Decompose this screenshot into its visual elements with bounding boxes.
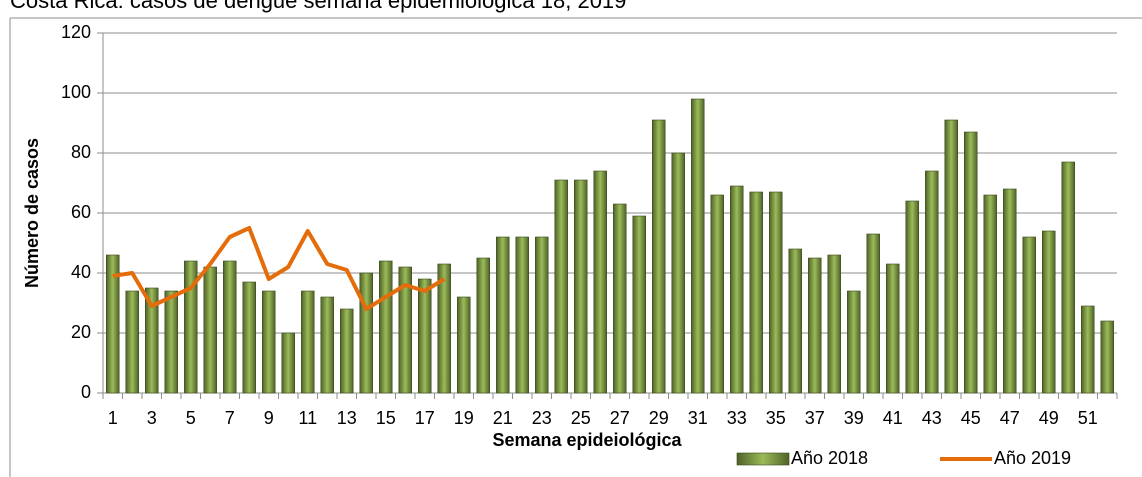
x-tick-label: 21 — [493, 408, 513, 428]
bar — [730, 185, 744, 394]
y-tick-label: 0 — [81, 382, 91, 402]
line-series — [112, 226, 446, 311]
bar — [983, 194, 997, 394]
bar — [1081, 305, 1095, 394]
bar — [242, 281, 256, 394]
x-tick-label: 3 — [147, 408, 157, 428]
chart-title: Costa Rica: casos de dengue semana epide… — [10, 0, 626, 13]
bar — [515, 236, 529, 394]
legend-swatch — [736, 452, 790, 466]
bar — [106, 254, 120, 394]
bar — [671, 152, 685, 394]
bar — [1100, 320, 1114, 394]
bar — [905, 200, 919, 394]
bar — [281, 332, 295, 394]
bar — [925, 170, 939, 394]
bar — [964, 131, 978, 394]
bar — [944, 119, 958, 394]
legend-label: Año 2019 — [994, 448, 1071, 468]
y-tick-label: 60 — [71, 202, 91, 222]
y-tick-label: 80 — [71, 142, 91, 162]
bar — [398, 266, 412, 394]
bar — [827, 254, 841, 394]
bar — [1061, 161, 1075, 394]
x-tick-label: 47 — [1000, 408, 1020, 428]
bar — [301, 290, 315, 394]
x-axis-title: Semana epideiológica — [492, 430, 682, 450]
bar — [476, 257, 490, 394]
y-tick-label: 100 — [61, 82, 91, 102]
bar — [1022, 236, 1036, 394]
x-tick-label: 17 — [415, 408, 435, 428]
bar — [632, 215, 646, 394]
x-tick-label: 39 — [844, 408, 864, 428]
bar — [593, 170, 607, 394]
bar — [788, 248, 802, 394]
x-tick-label: 51 — [1078, 408, 1098, 428]
x-tick-label: 15 — [376, 408, 396, 428]
bar — [223, 260, 237, 394]
bar — [340, 308, 354, 394]
bar — [125, 290, 139, 394]
bar — [496, 236, 510, 394]
x-tick-label: 13 — [337, 408, 357, 428]
bar — [749, 191, 763, 394]
x-tick-label: 11 — [298, 408, 317, 428]
x-tick-label: 43 — [922, 408, 942, 428]
y-tick-label: 40 — [71, 262, 91, 282]
x-tick-label: 41 — [883, 408, 903, 428]
bar — [847, 290, 861, 394]
bar — [652, 119, 666, 394]
x-tick-label: 35 — [766, 408, 786, 428]
x-tick-label: 9 — [264, 408, 274, 428]
bar — [769, 191, 783, 394]
bar — [437, 263, 451, 394]
bar — [164, 290, 178, 394]
bar — [320, 296, 334, 394]
legend-label: Año 2018 — [791, 448, 868, 468]
bar — [613, 203, 627, 394]
x-tick-label: 25 — [571, 408, 591, 428]
bar — [1042, 230, 1056, 394]
bar — [574, 179, 588, 394]
bar — [886, 263, 900, 394]
x-tick-label: 31 — [688, 408, 708, 428]
x-tick-label: 29 — [649, 408, 669, 428]
y-tick-label: 20 — [71, 322, 91, 342]
x-tick-label: 33 — [727, 408, 747, 428]
x-tick-label: 45 — [961, 408, 981, 428]
x-tick-label: 1 — [108, 408, 118, 428]
bar — [691, 98, 705, 394]
bar — [379, 260, 393, 394]
bar — [554, 179, 568, 394]
bar — [1003, 188, 1017, 394]
bar — [184, 260, 198, 394]
bar — [866, 233, 880, 394]
bar — [418, 278, 432, 394]
bar — [535, 236, 549, 394]
x-tick-label: 7 — [225, 408, 235, 428]
bar — [457, 296, 471, 394]
x-tick-label: 5 — [186, 408, 196, 428]
x-tick-label: 49 — [1039, 408, 1059, 428]
y-axis-title: Número de casos — [22, 138, 42, 288]
bar — [262, 290, 276, 394]
x-tick-label: 27 — [610, 408, 630, 428]
x-tick-label: 37 — [805, 408, 825, 428]
bar — [808, 257, 822, 394]
x-tick-label: 23 — [532, 408, 552, 428]
bar — [710, 194, 724, 394]
x-tick-label: 19 — [454, 408, 474, 428]
bar — [203, 266, 217, 394]
bar — [359, 272, 373, 394]
bar — [145, 287, 159, 394]
y-tick-label: 120 — [61, 22, 91, 42]
